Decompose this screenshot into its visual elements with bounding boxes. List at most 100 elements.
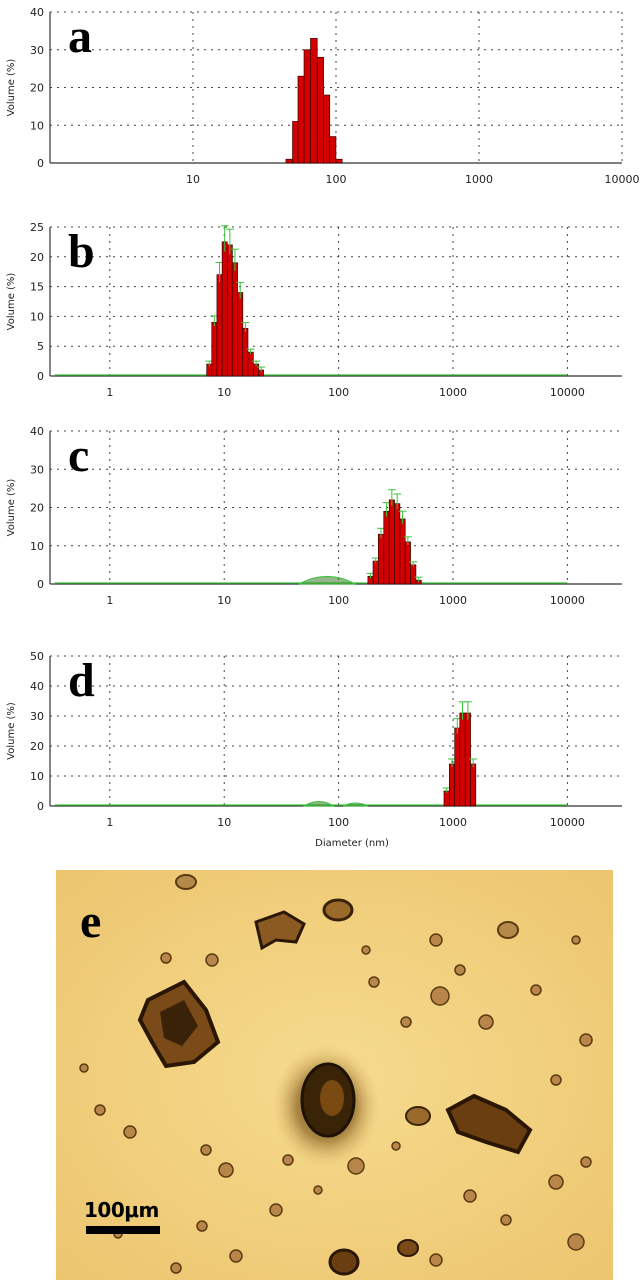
- top-right-particle: [497, 921, 519, 939]
- y-tick-label: 15: [30, 281, 44, 294]
- microscopy-particles: [56, 870, 613, 1280]
- histogram-bar: [449, 763, 456, 807]
- left-aggregate-inner: [160, 1000, 198, 1046]
- panel-label-b: b: [68, 225, 95, 278]
- central-particle-core: [320, 1080, 344, 1116]
- x-tick-label: 10: [217, 816, 231, 829]
- chart-panel-a: 0 10 20 30 40 10 100 1000 10000 Volume (%) a: [6, 6, 640, 186]
- histogram-bar: [410, 564, 417, 585]
- y-tick-label: 20: [30, 502, 44, 515]
- x-tick-label: 10000: [550, 594, 585, 607]
- histogram-bar: [323, 94, 331, 164]
- x-tick-label: 10000: [550, 816, 585, 829]
- y-tick-label: 20: [30, 82, 44, 95]
- histogram-bar: [292, 121, 299, 164]
- y-tick-label: 25: [30, 221, 44, 234]
- histogram-bar: [221, 241, 228, 377]
- y-axis-title: Volume (%): [6, 479, 17, 537]
- histogram-bar: [285, 158, 293, 164]
- x-tick-label: 100: [326, 173, 347, 186]
- histogram-bar: [459, 712, 466, 807]
- panel-label-a: a: [68, 10, 92, 63]
- y-tick-label: 0: [37, 370, 44, 383]
- right-particle-small: [405, 1106, 431, 1126]
- bottom-particle: [328, 1248, 360, 1276]
- x-axis-title: Diameter (nm): [315, 838, 389, 849]
- histogram-bar: [454, 727, 461, 807]
- y-tick-label: 50: [30, 650, 44, 663]
- y-tick-label: 5: [37, 340, 44, 353]
- x-tick-label: 1: [106, 594, 113, 607]
- scale-bar-label: 100μm: [84, 1198, 159, 1222]
- y-tick-label: 10: [30, 540, 44, 553]
- panel-label-d: d: [68, 654, 95, 707]
- histogram-bar: [226, 244, 233, 377]
- histogram-bar: [317, 56, 324, 164]
- histogram-bar: [303, 49, 311, 164]
- panel-label-c: c: [68, 429, 89, 482]
- histogram-bar: [242, 327, 249, 377]
- x-tick-label: 100: [328, 386, 349, 399]
- x-tick-label: 1: [106, 386, 113, 399]
- bottom-right-particle: [397, 1239, 419, 1257]
- y-axis-title: Volume (%): [6, 59, 17, 117]
- y-tick-label: 30: [30, 44, 44, 57]
- y-tick-label: 10: [30, 310, 44, 323]
- microscopy-image: e 100μm: [56, 870, 613, 1280]
- y-tick-label: 10: [30, 770, 44, 783]
- x-tick-label: 10: [217, 386, 231, 399]
- minor-peak: [298, 575, 356, 585]
- histogram-bar: [216, 274, 223, 377]
- y-tick-label: 10: [30, 119, 44, 132]
- chart-panel-c: 0 10 20 30 40 1 10 100 1000 10000 Volume (%) c: [6, 425, 622, 607]
- histogram-bar: [310, 38, 318, 164]
- x-tick-label: 1: [106, 816, 113, 829]
- x-tick-label: 10: [217, 594, 231, 607]
- top-aggregate-1: [254, 910, 306, 951]
- histogram-bar: [329, 136, 337, 164]
- minor-peak: [302, 801, 336, 807]
- minor-peak: [343, 802, 369, 807]
- x-tick-label: 10000: [550, 386, 585, 399]
- y-tick-label: 40: [30, 425, 44, 438]
- y-tick-label: 40: [30, 680, 44, 693]
- histogram-bar: [297, 75, 305, 164]
- x-tick-label: 1000: [465, 173, 493, 186]
- histogram-bar: [388, 499, 395, 585]
- x-tick-label: 1000: [439, 594, 467, 607]
- histogram-bar: [464, 712, 471, 807]
- top-left-particle: [175, 874, 197, 890]
- histogram-bar: [335, 158, 343, 164]
- histogram-bar: [394, 503, 401, 585]
- y-axis-title: Volume (%): [6, 702, 17, 760]
- x-tick-label: 10000: [605, 173, 640, 186]
- y-tick-label: 30: [30, 463, 44, 476]
- histogram-bar: [211, 322, 218, 377]
- top-aggregate-2: [322, 898, 354, 922]
- y-axis-title: Volume (%): [6, 273, 17, 331]
- y-tick-label: 0: [37, 578, 44, 591]
- small-particles: [79, 933, 593, 1274]
- chart-panel-b: 0 5 10 15 20 25 1 10 100 1000 10000 Volume (%) b: [6, 221, 622, 399]
- histogram-bar: [383, 510, 390, 585]
- histogram-bar: [231, 262, 238, 377]
- y-tick-label: 0: [37, 800, 44, 813]
- panel-label-e: e: [80, 895, 102, 948]
- scale-bar: [86, 1226, 160, 1234]
- x-tick-label: 1000: [439, 386, 467, 399]
- y-tick-label: 40: [30, 6, 44, 19]
- histogram-bar: [237, 292, 244, 377]
- chart-panel-d: 0 10 20 30 40 50 1 10 100 1000 10000 Volume (%) Diam…: [6, 650, 622, 849]
- right-aggregate: [445, 1093, 533, 1155]
- y-tick-label: 30: [30, 710, 44, 723]
- histogram-bar: [404, 541, 411, 585]
- x-tick-label: 100: [328, 594, 349, 607]
- histogram-bar: [372, 560, 379, 585]
- y-tick-label: 0: [37, 157, 44, 170]
- histogram-bar: [247, 351, 254, 377]
- histogram-bar: [443, 790, 450, 807]
- x-tick-label: 100: [328, 816, 349, 829]
- x-tick-label: 1000: [439, 816, 467, 829]
- y-tick-label: 20: [30, 251, 44, 264]
